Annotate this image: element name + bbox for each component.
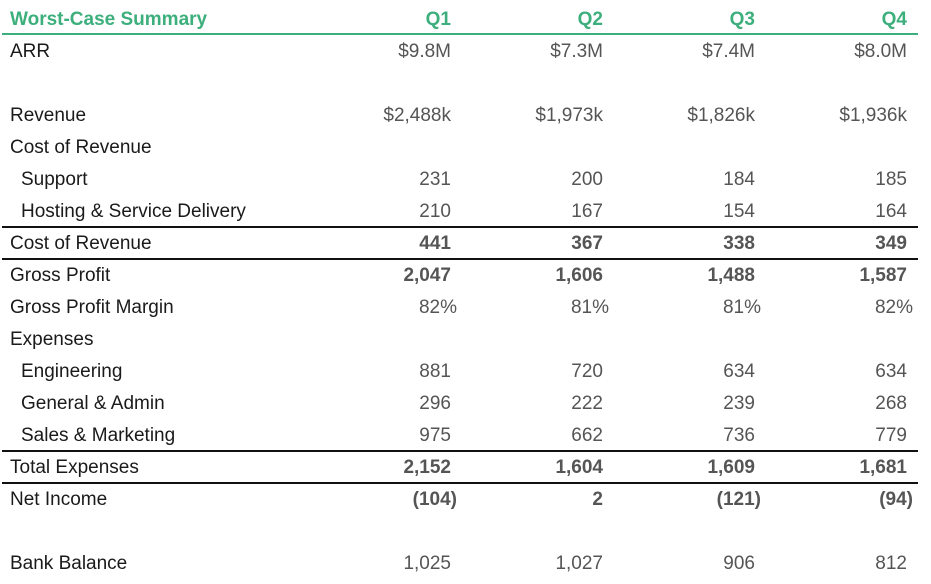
cell-q3: 736 bbox=[723, 425, 755, 446]
table-row: Support 231 200 184 185 bbox=[0, 164, 931, 196]
cell-q1: 2,152 bbox=[403, 457, 451, 478]
cell-q3: 338 bbox=[723, 233, 755, 254]
table-row: ARR $9.8M $7.3M $7.4M $8.0M bbox=[0, 36, 931, 68]
table-row: Revenue $2,488k $1,973k $1,826k $1,936k bbox=[0, 100, 931, 132]
cell-q1: 1,025 bbox=[403, 553, 451, 574]
subtotal-divider bbox=[2, 258, 918, 260]
cell-q3: 81% bbox=[722, 297, 761, 318]
cell-q3: 184 bbox=[723, 169, 755, 190]
cell-q3: 1,488 bbox=[707, 265, 755, 286]
cell-q4: 268 bbox=[875, 393, 907, 414]
subtotal-divider bbox=[2, 450, 918, 452]
row-label: Total Expenses bbox=[10, 457, 139, 478]
cell-q3: 634 bbox=[723, 361, 755, 382]
cell-q2: 200 bbox=[571, 169, 603, 190]
cell-q3: 1,609 bbox=[707, 457, 755, 478]
row-label: Cost of Revenue bbox=[10, 233, 152, 254]
table-title: Worst-Case Summary bbox=[10, 9, 208, 30]
cell-q2: $1,973k bbox=[535, 105, 603, 126]
cell-q1: 296 bbox=[419, 393, 451, 414]
row-label: Support bbox=[21, 169, 88, 190]
cell-q4: 349 bbox=[875, 233, 907, 254]
cell-q1: 2,047 bbox=[403, 265, 451, 286]
cell-q1: 231 bbox=[419, 169, 451, 190]
section-heading-row: Cost of Revenue bbox=[0, 132, 931, 164]
cell-q2: 1,604 bbox=[555, 457, 603, 478]
column-header-q1: Q1 bbox=[425, 9, 451, 30]
cell-q2: 662 bbox=[571, 425, 603, 446]
section-heading-row: Expenses bbox=[0, 324, 931, 356]
cell-q2: $7.3M bbox=[550, 41, 603, 62]
column-header-q4: Q4 bbox=[881, 9, 907, 30]
total-row: Net Income (104) 2 (121) (94) bbox=[0, 484, 931, 516]
header-divider bbox=[2, 33, 918, 35]
table-row: Sales & Marketing 975 662 736 779 bbox=[0, 420, 931, 452]
row-label: Expenses bbox=[10, 329, 94, 350]
cell-q1: 441 bbox=[419, 233, 451, 254]
cell-q3: (121) bbox=[716, 489, 761, 510]
cell-q4: $1,936k bbox=[839, 105, 907, 126]
cell-q1: (104) bbox=[412, 489, 457, 510]
column-header-q3: Q3 bbox=[729, 9, 755, 30]
row-label: Sales & Marketing bbox=[21, 425, 176, 446]
cell-q2: 720 bbox=[571, 361, 603, 382]
cell-q2: 2 bbox=[592, 489, 603, 510]
subtotal-divider bbox=[2, 226, 918, 228]
header-row: Worst-Case Summary Q1 Q2 Q3 Q4 bbox=[0, 4, 931, 36]
cell-q2: 367 bbox=[571, 233, 603, 254]
cell-q4: 1,681 bbox=[859, 457, 907, 478]
cell-q1: 881 bbox=[419, 361, 451, 382]
table-row: General & Admin 296 222 239 268 bbox=[0, 388, 931, 420]
total-row: Gross Profit 2,047 1,606 1,488 1,587 bbox=[0, 260, 931, 292]
column-header-q2: Q2 bbox=[577, 9, 603, 30]
cell-q3: $7.4M bbox=[702, 41, 755, 62]
cell-q2: 1,606 bbox=[555, 265, 603, 286]
cell-q4: 634 bbox=[875, 361, 907, 382]
row-label: Revenue bbox=[10, 105, 87, 126]
cell-q3: $1,826k bbox=[687, 105, 755, 126]
cell-q4: 185 bbox=[875, 169, 907, 190]
cell-q4: 1,587 bbox=[859, 265, 907, 286]
cell-q3: 239 bbox=[723, 393, 755, 414]
row-label: Gross Profit bbox=[10, 265, 111, 286]
subtotal-divider bbox=[2, 482, 918, 484]
cell-q1: 975 bbox=[419, 425, 451, 446]
cell-q4: 812 bbox=[875, 553, 907, 574]
subtotal-row: Cost of Revenue 441 367 338 349 bbox=[0, 228, 931, 260]
cell-q4: (94) bbox=[879, 489, 913, 510]
cell-q2: 167 bbox=[571, 201, 603, 222]
cell-q2: 222 bbox=[571, 393, 603, 414]
cell-q1: 210 bbox=[419, 201, 451, 222]
cell-q1: $2,488k bbox=[383, 105, 451, 126]
cell-q2: 81% bbox=[570, 297, 609, 318]
cell-q1: 82% bbox=[418, 297, 457, 318]
cell-q3: 906 bbox=[723, 553, 755, 574]
row-label: Gross Profit Margin bbox=[10, 297, 174, 318]
cell-q1: $9.8M bbox=[398, 41, 451, 62]
cell-q4: 82% bbox=[874, 297, 913, 318]
table-row: Bank Balance 1,025 1,027 906 812 bbox=[0, 548, 931, 580]
cell-q4: $8.0M bbox=[854, 41, 907, 62]
cell-q2: 1,027 bbox=[555, 553, 603, 574]
row-label: Bank Balance bbox=[10, 553, 128, 574]
table-row: Hosting & Service Delivery 210 167 154 1… bbox=[0, 196, 931, 228]
table-row: Gross Profit Margin 82% 81% 81% 82% bbox=[0, 292, 931, 324]
cell-q4: 779 bbox=[875, 425, 907, 446]
cell-q3: 154 bbox=[723, 201, 755, 222]
row-label: ARR bbox=[10, 41, 51, 62]
row-label: Engineering bbox=[21, 361, 123, 382]
table-row: Engineering 881 720 634 634 bbox=[0, 356, 931, 388]
row-label: General & Admin bbox=[21, 393, 165, 414]
subtotal-row: Total Expenses 2,152 1,604 1,609 1,681 bbox=[0, 452, 931, 484]
cell-q4: 164 bbox=[875, 201, 907, 222]
row-label: Net Income bbox=[10, 489, 108, 510]
row-label: Hosting & Service Delivery bbox=[21, 201, 246, 222]
row-label: Cost of Revenue bbox=[10, 137, 152, 158]
